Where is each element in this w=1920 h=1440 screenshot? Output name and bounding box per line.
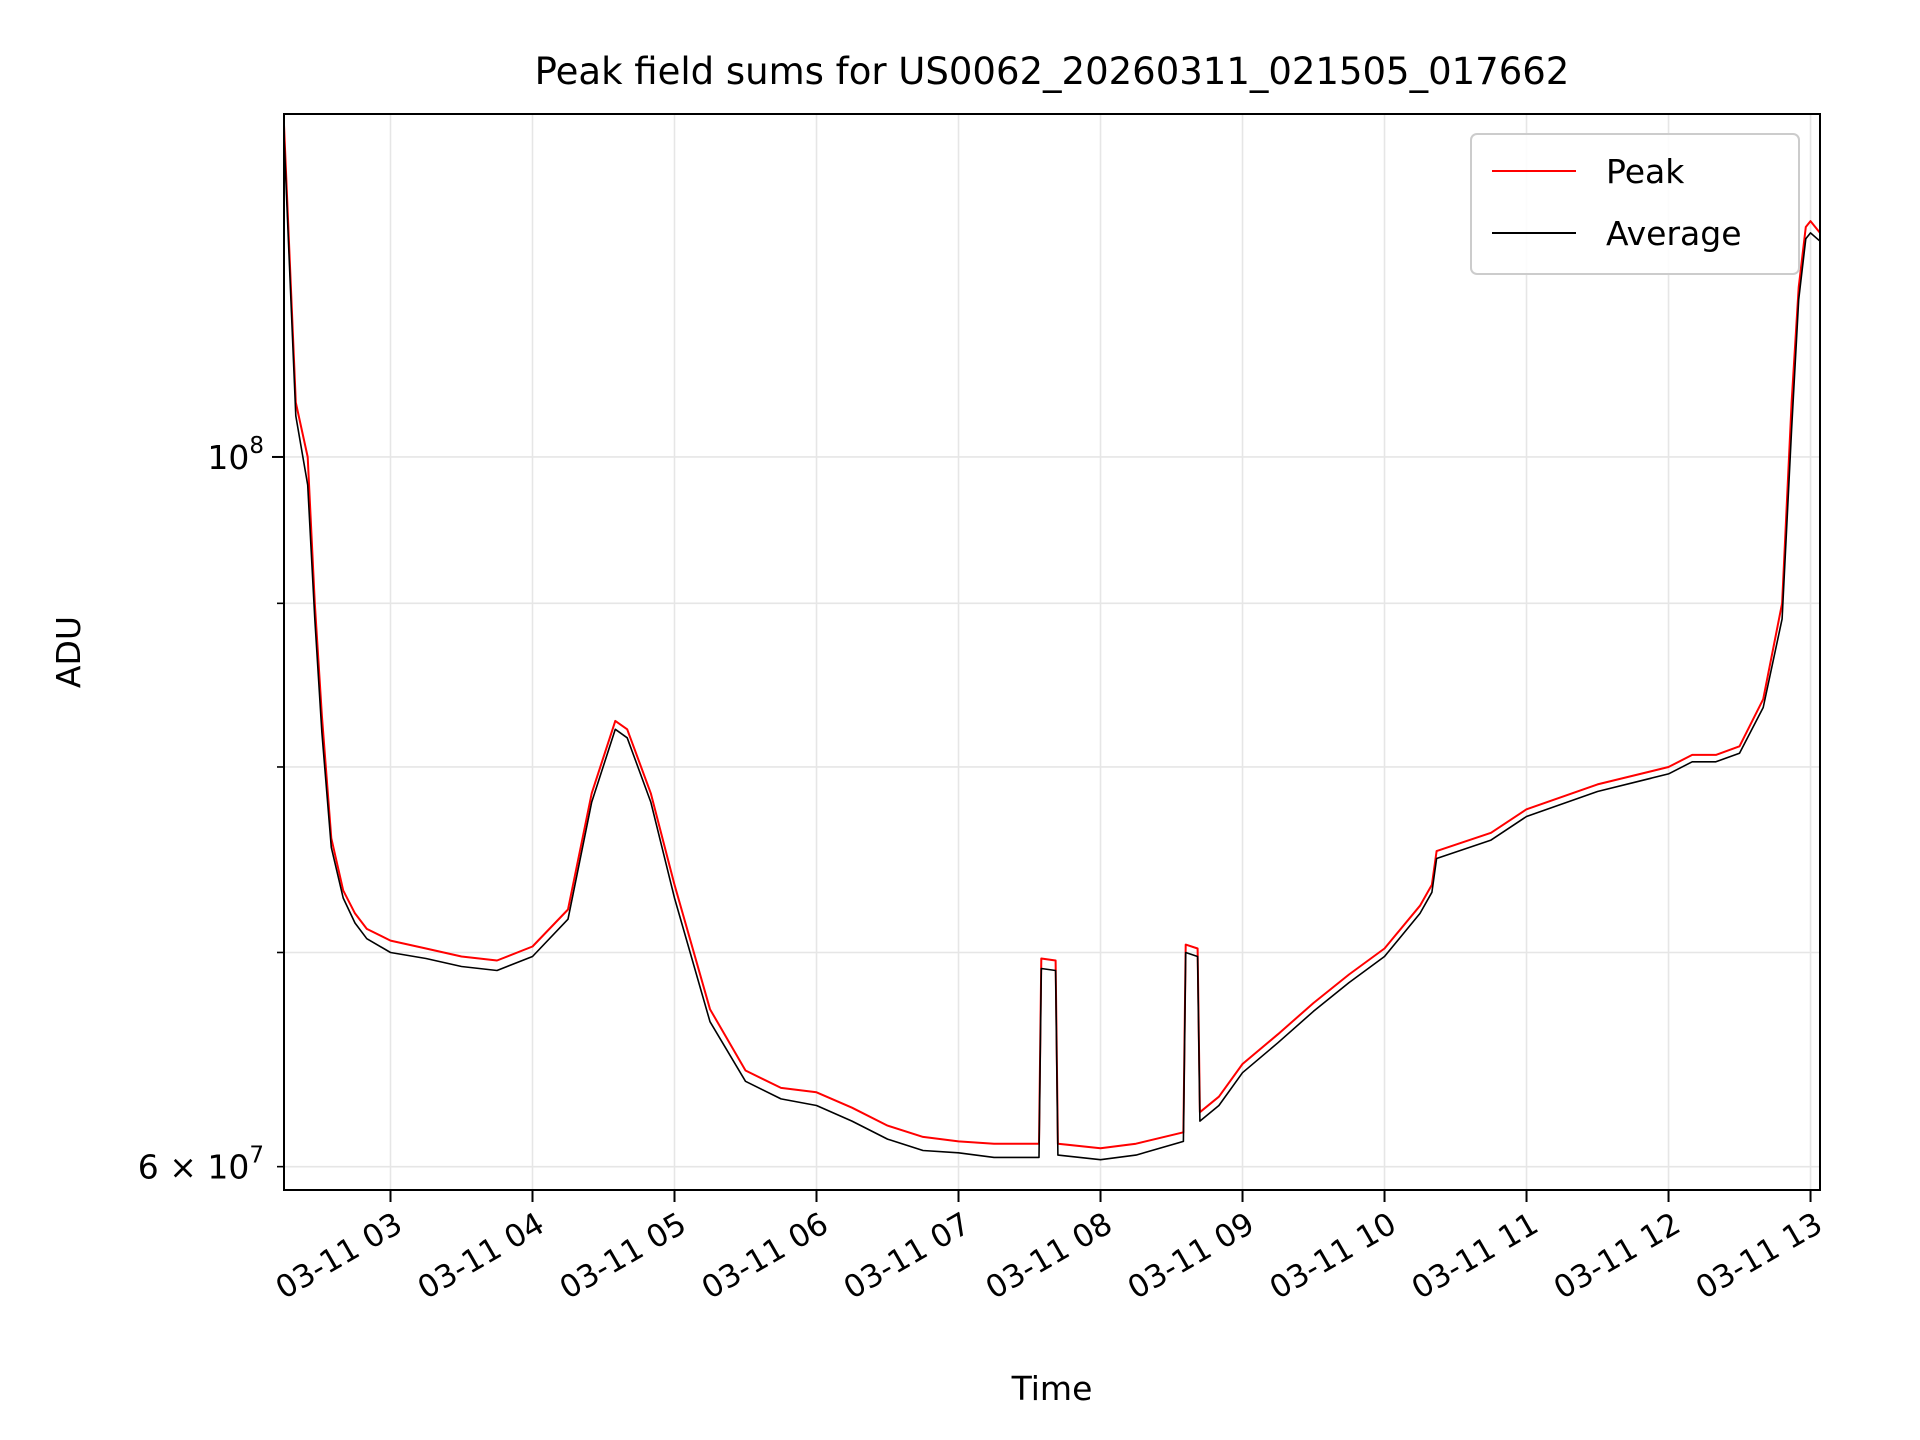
x-tick-label: 03-11 11 bbox=[1406, 1206, 1545, 1307]
x-tick-label: 03-11 06 bbox=[696, 1206, 835, 1307]
legend-label-peak: Peak bbox=[1606, 152, 1685, 191]
x-axis-label: Time bbox=[1011, 1369, 1093, 1408]
y-tick-label-minor-base: 10 bbox=[207, 1148, 249, 1187]
y-tick-label-minor-mantissa: 6 × bbox=[138, 1148, 208, 1187]
x-tick-label: 03-11 03 bbox=[270, 1206, 409, 1307]
legend: Peak Average bbox=[1470, 133, 1800, 275]
y-tick-label-major-base: 10 bbox=[207, 438, 249, 477]
legend-label-average: Average bbox=[1606, 214, 1742, 253]
series-line-average bbox=[283, 135, 1821, 1161]
y-tick-label-major-exponent: 8 bbox=[249, 433, 264, 459]
x-tick-label: 03-11 12 bbox=[1548, 1206, 1687, 1307]
x-tick-label: 03-11 07 bbox=[838, 1206, 977, 1307]
x-tick-label: 03-11 13 bbox=[1690, 1206, 1829, 1307]
grid bbox=[284, 114, 1820, 1190]
x-tick-label: 03-11 05 bbox=[554, 1206, 693, 1307]
x-tick-label: 03-11 09 bbox=[1122, 1206, 1261, 1307]
chart-title: Peak field sums for US0062_20260311_0215… bbox=[535, 50, 1570, 93]
x-axis: 03-11 03 03-11 04 03-11 05 03-11 06 03-11 07… bbox=[270, 1190, 1829, 1307]
x-tick-label: 03-11 04 bbox=[412, 1206, 551, 1307]
y-tick-label-minor: 6 × 107 bbox=[138, 1143, 264, 1187]
y-axis-label: ADU bbox=[49, 616, 88, 688]
y-tick-label-major: 108 bbox=[207, 433, 264, 477]
series-layer bbox=[283, 124, 1821, 1161]
plot-frame bbox=[283, 113, 1821, 1191]
x-tick-label: 03-11 08 bbox=[980, 1206, 1119, 1307]
legend-box bbox=[1470, 133, 1800, 275]
y-tick-label-minor-exponent: 7 bbox=[249, 1143, 264, 1169]
x-tick-label: 03-11 10 bbox=[1264, 1206, 1403, 1307]
series-line-peak bbox=[283, 124, 1821, 1150]
